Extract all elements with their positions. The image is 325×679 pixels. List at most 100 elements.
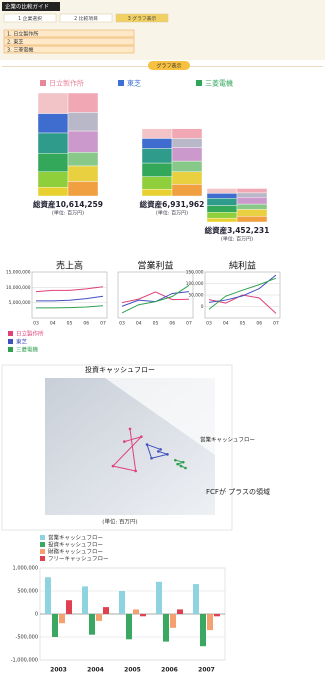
liability-segment xyxy=(171,171,203,185)
liability-segment xyxy=(236,197,268,205)
bar xyxy=(193,584,199,614)
y-tick-label: 1,000,000 xyxy=(13,566,38,572)
liability-segment xyxy=(67,152,99,167)
liability-segment xyxy=(236,192,268,198)
cf-point xyxy=(140,435,143,439)
page-title: 企業の比較ガイド xyxy=(5,2,49,10)
step-label: 3 グラフ表示 xyxy=(128,15,157,22)
y-tick-label: 5,000,000 xyxy=(9,300,31,306)
asset-segment xyxy=(141,148,173,164)
liability-segment xyxy=(171,184,203,197)
liability-segment xyxy=(67,165,99,182)
liability-segment xyxy=(236,203,268,210)
x-tick-label: 06 xyxy=(83,321,89,327)
liability-segment xyxy=(171,147,203,162)
company-row xyxy=(3,29,135,38)
x-tick-label: 2007 xyxy=(198,667,215,674)
bar xyxy=(82,586,88,614)
step-tab[interactable] xyxy=(3,13,57,23)
line xyxy=(36,305,104,309)
bar xyxy=(200,614,206,647)
legend-label: 投資キャッシュフロー xyxy=(48,540,103,548)
cf-point xyxy=(159,448,162,451)
liability-segment xyxy=(171,138,203,148)
company-name: 3. 三菱電機 xyxy=(7,46,33,53)
bar xyxy=(156,581,162,614)
x-tick-label: 04 xyxy=(50,321,56,327)
graph-button[interactable] xyxy=(148,61,190,70)
total-assets: 総資産10,614,259 xyxy=(33,199,103,209)
line xyxy=(35,286,104,293)
bar xyxy=(177,609,183,614)
legend-label: 三菱電機 xyxy=(16,345,39,353)
asset-segment xyxy=(206,188,238,194)
liability-segment xyxy=(67,130,99,153)
asset-segment xyxy=(206,217,238,223)
bar xyxy=(207,614,213,631)
x-tick-label: 05 xyxy=(67,321,73,327)
annotation: FCFが プラスの領域 xyxy=(206,487,270,496)
x-tick-label: 06 xyxy=(256,321,262,327)
asset-segment xyxy=(206,205,238,213)
step-tab[interactable] xyxy=(115,13,169,23)
step-tab[interactable] xyxy=(59,13,113,23)
annotation: 営業キャッシュフロー xyxy=(200,436,255,444)
x-tick-label: 2005 xyxy=(124,667,141,674)
unit-note: (単位: 百万円) xyxy=(156,210,188,217)
asset-segment xyxy=(37,187,69,197)
x-tick-label: 05 xyxy=(153,321,159,327)
x-tick-label: 04 xyxy=(136,321,142,327)
cf-point xyxy=(150,456,153,460)
cf-point xyxy=(176,462,179,466)
legend-swatch xyxy=(118,80,124,86)
bar xyxy=(214,614,220,617)
bar xyxy=(96,614,102,621)
bar xyxy=(119,591,125,614)
asset-segment xyxy=(141,162,173,177)
total-assets: 総資産3,452,231 xyxy=(205,225,270,235)
liability-segment xyxy=(171,160,203,172)
legend-swatch xyxy=(8,331,13,336)
bar xyxy=(140,614,146,617)
asset-segment xyxy=(206,198,238,206)
asset-segment xyxy=(206,193,238,199)
legend-label: 日立製作所 xyxy=(16,329,44,337)
cf-point xyxy=(179,464,183,468)
cf-point xyxy=(145,443,149,446)
x-tick-label: 06 xyxy=(169,321,175,327)
bar xyxy=(163,614,169,642)
x-tick-label: 2003 xyxy=(50,667,67,674)
legend-label: 東芝 xyxy=(127,79,141,88)
y-tick-label: 15,000,000 xyxy=(6,270,31,276)
cf-point xyxy=(128,427,132,431)
cf-point xyxy=(181,460,185,464)
liability-segment xyxy=(67,181,99,197)
x-tick-label: 2006 xyxy=(161,667,178,674)
legend-swatch xyxy=(40,556,45,561)
asset-segment xyxy=(37,132,69,154)
legend-swatch xyxy=(40,549,45,554)
liability-segment xyxy=(236,209,268,217)
total-assets: 総資産6,931,962 xyxy=(140,199,205,209)
cf-point xyxy=(166,453,169,456)
y-tick-label: -1,000,000 xyxy=(11,658,38,664)
legend-swatch xyxy=(40,542,45,547)
asset-segment xyxy=(141,128,173,139)
x-tick-label: 07 xyxy=(273,321,279,327)
legend-label: フリーキャッシュフロー xyxy=(48,555,109,562)
asset-segment xyxy=(141,138,173,149)
asset-segment xyxy=(37,92,69,114)
chart-title: 営業利益 xyxy=(137,260,173,272)
unit-note: (単位: 百万円) xyxy=(52,210,84,217)
liability-segment xyxy=(67,92,99,113)
company-name: 1. 日立製作所 xyxy=(7,30,38,37)
cf-point xyxy=(157,450,160,453)
x-tick-label: 03 xyxy=(206,321,212,327)
unit-note: (単位: 百万円) xyxy=(102,518,137,526)
plot-frame xyxy=(31,271,108,319)
chart-title: 売上高 xyxy=(56,260,83,272)
legend-swatch xyxy=(40,535,45,540)
cf-point xyxy=(134,469,137,473)
x-tick-label: 05 xyxy=(240,321,246,327)
